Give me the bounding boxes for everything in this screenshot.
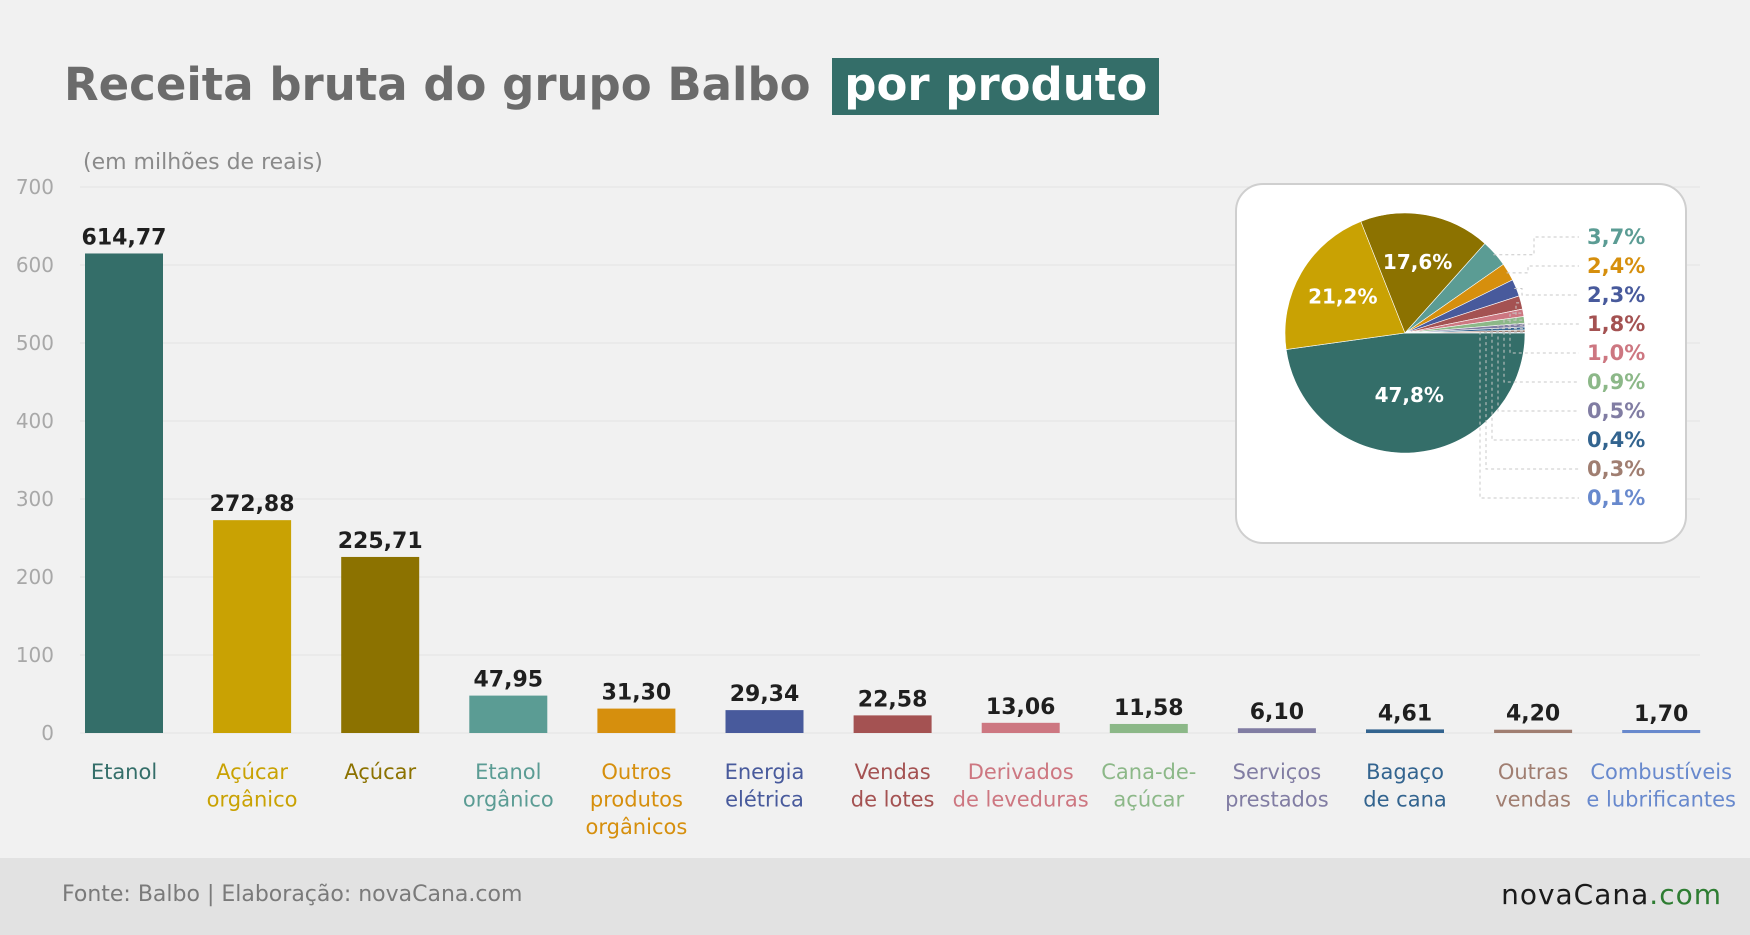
x-category-label: de leveduras xyxy=(953,788,1089,812)
pie-leader-line xyxy=(1515,302,1579,325)
x-category-label: vendas xyxy=(1495,788,1571,812)
bar-value-label: 225,71 xyxy=(338,529,423,554)
bar-value-label: 1,70 xyxy=(1634,702,1688,727)
bar-chart: 0 100 200 300 400 500 600 700 614,77 Etanol 272,88… xyxy=(16,175,1736,839)
x-category-label: produtos xyxy=(590,788,683,812)
pie-leader-line xyxy=(1491,328,1579,441)
bar xyxy=(725,710,804,733)
pie-leader-line xyxy=(1493,236,1579,256)
pie-slice-label: 2,3% xyxy=(1587,283,1645,307)
pie-slice-label: 0,5% xyxy=(1587,399,1645,423)
pie-leader-line xyxy=(1485,330,1579,470)
x-category-label: e lubrificantes xyxy=(1586,788,1736,812)
pie-slice-label: 0,1% xyxy=(1587,486,1645,510)
pie-slice xyxy=(1285,332,1526,454)
bar-value-label: 6,10 xyxy=(1250,700,1304,725)
x-category-label: de lotes xyxy=(851,788,935,812)
x-category-label: Açúcar xyxy=(344,760,416,784)
y-tick-label: 700 xyxy=(16,175,54,199)
pie-slice-label: 21,2% xyxy=(1308,285,1377,309)
bar xyxy=(1622,730,1701,733)
pie-slice xyxy=(1404,331,1526,334)
pie-chart: 47,8% 21,2%17,6% 3,7% 2,4% 2,3% 1,8% 1,0% 0,9% 0… xyxy=(1284,212,1645,510)
x-category-label: Açúcar xyxy=(216,760,288,784)
pie-slice-label: 2,4% xyxy=(1587,254,1645,278)
x-category-label: Vendas xyxy=(855,760,931,784)
bar xyxy=(1494,729,1573,733)
x-category-label: Serviços xyxy=(1233,760,1321,784)
chart-title-highlight: por produto xyxy=(832,58,1160,115)
pie-leader-line xyxy=(1514,288,1579,296)
bar-value-label: 31,30 xyxy=(602,681,672,706)
bar-value-label: 29,34 xyxy=(730,682,800,707)
bar xyxy=(469,695,548,733)
x-category-label: de cana xyxy=(1363,788,1447,812)
bar xyxy=(981,722,1060,733)
x-category-label: orgânico xyxy=(463,788,554,812)
x-category-label: orgânico xyxy=(207,788,298,812)
x-category-label: elétrica xyxy=(725,788,804,812)
y-tick-label: 400 xyxy=(16,409,54,433)
bar xyxy=(85,253,163,733)
chart-title: Receita bruta do grupo Balbo por produto xyxy=(64,58,1160,115)
bar xyxy=(1237,728,1316,733)
pie-slice-label: 0,9% xyxy=(1587,370,1645,394)
chart-title-main: Receita bruta do grupo Balbo xyxy=(64,58,811,111)
x-category-label: açúcar xyxy=(1113,788,1184,812)
bar-value-label: 4,20 xyxy=(1506,702,1560,727)
bar-value-label: 11,58 xyxy=(1114,696,1184,721)
pie-slice-label: 3,7% xyxy=(1587,225,1645,249)
bar xyxy=(341,556,420,733)
y-tick-label: 200 xyxy=(16,565,54,589)
y-tick-label: 500 xyxy=(16,331,54,355)
bar-value-label: 4,61 xyxy=(1378,701,1432,726)
y-tick-label: 100 xyxy=(16,643,54,667)
x-category-label: Combustíveis xyxy=(1590,760,1732,784)
pie-slice xyxy=(1360,212,1486,334)
bar xyxy=(597,708,676,733)
logo-main: novaCana xyxy=(1501,878,1650,911)
y-tick-label: 600 xyxy=(16,253,54,277)
x-category-label: Bagaço xyxy=(1366,760,1444,784)
pie-chart-panel: 47,8% 21,2% 17,6% 3,7% 2,4% 2,3% 1,8% 1,0% 0,9% 0… xyxy=(1235,183,1687,544)
logo-suffix: .com xyxy=(1649,878,1722,911)
pie-slice-label: 17,6% xyxy=(1383,250,1452,274)
footer: Fonte: Balbo | Elaboração: novaCana.com … xyxy=(0,858,1750,935)
pie-leader-line xyxy=(1503,319,1579,383)
bar xyxy=(853,715,932,733)
bar-value-label: 22,58 xyxy=(858,687,928,712)
x-category-label: Etanol xyxy=(475,760,541,784)
pie-slice-label: 0,4% xyxy=(1587,428,1645,452)
x-category-label: orgânicos xyxy=(586,815,688,839)
bar xyxy=(1109,723,1188,733)
x-category-label: prestados xyxy=(1225,788,1329,812)
pie-slice-label: 1,8% xyxy=(1587,312,1645,336)
x-category-label: Derivados xyxy=(968,760,1074,784)
y-tick-label: 300 xyxy=(16,487,54,511)
bar-value-label: 47,95 xyxy=(474,668,544,693)
bar-value-label: 272,88 xyxy=(210,492,295,517)
pie-slice-label: 1,0% xyxy=(1587,341,1645,365)
x-category-label: Energia xyxy=(725,760,805,784)
x-category-label: Outros xyxy=(601,760,671,784)
y-tick-label: 0 xyxy=(41,721,54,745)
bar-value-label: 13,06 xyxy=(986,695,1056,720)
pie-leader-line xyxy=(1506,265,1579,274)
x-category-label: Etanol xyxy=(91,760,157,784)
source-note: Fonte: Balbo | Elaboração: novaCana.com xyxy=(62,882,523,907)
bar-value-label: 614,77 xyxy=(82,225,167,250)
chart-subtitle: (em milhões de reais) xyxy=(83,150,323,175)
x-category-label: Outras xyxy=(1498,760,1569,784)
bar xyxy=(1366,729,1444,733)
pie-slice-label: 47,8% xyxy=(1375,383,1444,407)
bar xyxy=(213,520,292,733)
novacana-logo: novaCana.com xyxy=(1501,878,1722,911)
pie-leader-line xyxy=(1497,324,1579,412)
pie-slice-label: 0,3% xyxy=(1587,457,1645,481)
pie-slice xyxy=(1284,221,1406,350)
x-category-label: Cana-de- xyxy=(1101,760,1196,784)
